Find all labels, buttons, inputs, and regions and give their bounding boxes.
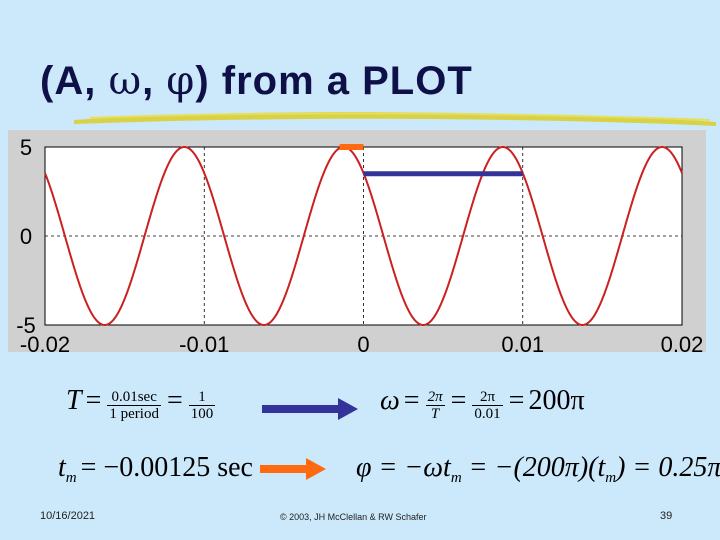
y-tick-label-1: 0 [20, 224, 32, 249]
omega-den1: T [430, 405, 440, 422]
slide-title: (A, ω, φ) from a PLOT [40, 58, 473, 104]
period-eq1: = [85, 385, 102, 416]
phi-equation: φ = −ωtm = −(200π)(tm) = 0.25π [356, 452, 720, 487]
title-open: (A, [40, 59, 109, 103]
x-tick-label-0: -0.02 [20, 332, 70, 357]
omega-lhs: ω [380, 385, 400, 416]
omega-num2: 2π [472, 389, 503, 406]
footer-page-number: 39 [660, 510, 673, 522]
period-equation: T = 0.01sec 1 period = 1 100 [66, 385, 217, 422]
tm-rhs: = −0.00125 sec [80, 452, 253, 483]
omega-equation: ω = 2π T = 2π 0.01 = 200π [380, 385, 585, 422]
period-den2: 100 [190, 405, 214, 422]
phi-lhs-sub: m [450, 470, 462, 486]
omega-eq3: = [508, 385, 525, 416]
sinusoid-plot: -0.02 -0.01 0 0.01 0.02 5 0 -5 [8, 130, 706, 357]
phi-end: ) = 0.25π [616, 452, 720, 483]
phi-lhs: φ = −ωt [356, 452, 451, 483]
omega-eq1: = [403, 385, 420, 416]
footer-date: 10/16/2021 [40, 510, 96, 522]
omega-num1: 2π [425, 388, 445, 406]
title-underline-stroke [74, 112, 716, 126]
phi-mid-sub: m [605, 470, 617, 486]
tm-lhs-sub: m [65, 470, 77, 486]
title-phi: φ [166, 58, 196, 104]
period-eq2: = [166, 385, 183, 416]
phi-mid: = −(200π)(t [461, 452, 606, 483]
omega-fraction-1: 2π T [425, 388, 445, 422]
x-tick-label-2: 0 [357, 332, 369, 357]
period-num1: 0.01sec [107, 389, 161, 406]
x-tick-label-1: -0.01 [179, 332, 229, 357]
tm-lhs: t [58, 452, 66, 483]
orange-arrow-icon [260, 458, 326, 480]
y-tick-label-0: 5 [20, 135, 32, 160]
x-tick-label-3: 0.01 [501, 332, 544, 357]
period-fraction-2: 1 100 [188, 389, 216, 422]
title-omega: ω [108, 58, 143, 104]
omega-den2: 0.01 [474, 405, 501, 422]
x-tick-label-4: 0.02 [661, 332, 704, 357]
footer-copyright: © 2003, JH McClellan & RW Schafer [280, 512, 427, 522]
tick-labels: -0.02 -0.01 0 0.01 0.02 5 0 -5 [16, 135, 703, 357]
plot-grid [45, 147, 682, 325]
period-num2: 1 [188, 389, 216, 406]
omega-eq2: = [450, 385, 467, 416]
tm-equation: tm = −0.00125 sec [58, 452, 253, 487]
period-den1: 1 period [109, 405, 159, 422]
period-fraction-1: 0.01sec 1 period [107, 389, 161, 422]
omega-result: 200π [528, 385, 585, 416]
title-sep: , [142, 59, 167, 103]
blue-arrow-icon [262, 398, 358, 420]
period-lhs: T [66, 385, 82, 416]
omega-fraction-2: 2π 0.01 [472, 389, 503, 422]
title-close: ) from a PLOT [195, 59, 473, 103]
y-tick-label-2: -5 [16, 313, 36, 338]
